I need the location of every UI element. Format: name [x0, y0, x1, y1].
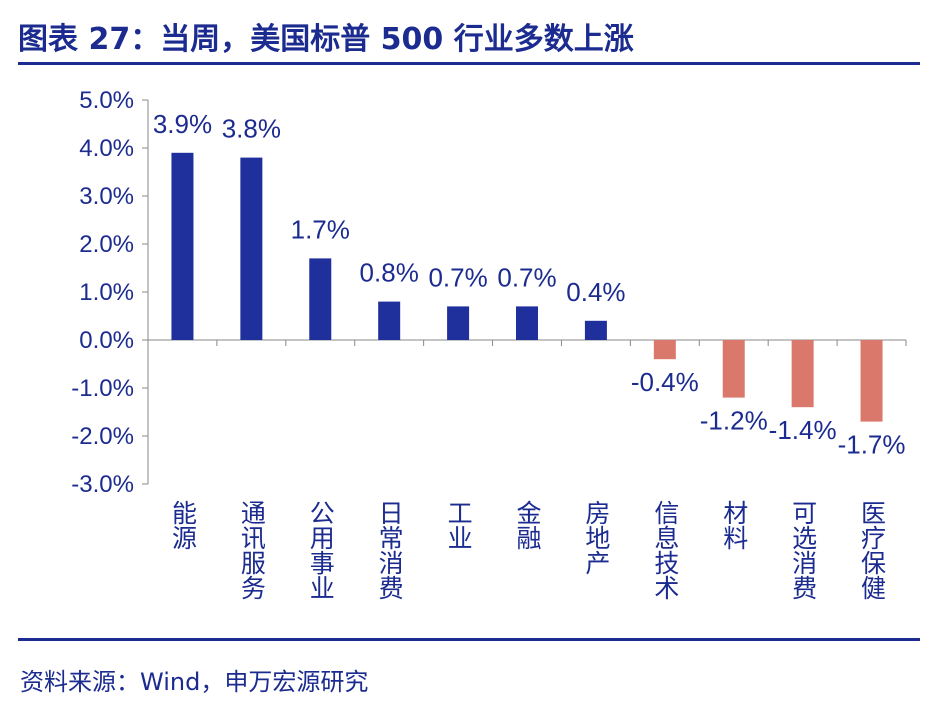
- y-tick-label: 5.0%: [79, 87, 134, 114]
- title-rule: [18, 62, 920, 65]
- category-label: 可选消费: [788, 500, 818, 600]
- data-label: 0.8%: [360, 258, 419, 288]
- y-tick-label: 2.0%: [79, 231, 134, 258]
- data-label: 0.4%: [566, 277, 625, 307]
- data-label: -1.2%: [700, 406, 768, 436]
- y-tick-label: 3.0%: [79, 183, 134, 210]
- category-label: 材料: [719, 500, 749, 550]
- data-label: 0.7%: [428, 262, 487, 292]
- bar: [584, 320, 607, 340]
- category-label: 公用事业: [306, 500, 336, 600]
- bar: [722, 340, 745, 398]
- bar: [240, 157, 263, 340]
- category-label: 房地产: [581, 500, 611, 575]
- y-tick-label: -2.0%: [71, 423, 134, 450]
- category-label: 能源: [168, 500, 198, 550]
- y-tick-label: 1.0%: [79, 279, 134, 306]
- bar: [516, 306, 538, 340]
- data-label: 1.7%: [291, 214, 350, 244]
- footer-rule: [18, 638, 920, 641]
- category-label: 日常消费: [375, 500, 405, 600]
- data-label: 3.9%: [153, 109, 212, 139]
- category-label: 信息技术: [650, 500, 680, 600]
- data-label: -1.4%: [769, 415, 837, 445]
- bar: [447, 306, 470, 340]
- category-label: 医疗保健: [857, 500, 887, 600]
- bar: [378, 301, 401, 340]
- y-tick-label: 4.0%: [79, 135, 134, 162]
- bar: [309, 258, 332, 340]
- bar: [860, 340, 883, 422]
- y-tick-label: -3.0%: [71, 471, 134, 498]
- chart-title: 图表 27：当周，美国标普 500 行业多数上涨: [18, 22, 634, 57]
- category-label: 通讯服务: [237, 500, 267, 600]
- data-label: -0.4%: [631, 367, 699, 397]
- category-label: 工业: [444, 500, 474, 550]
- category-label: 金融: [513, 500, 542, 550]
- source-note: 资料来源：Wind，申万宏源研究: [20, 668, 369, 696]
- y-tick-label: -1.0%: [71, 375, 134, 402]
- y-tick-label: 0.0%: [79, 327, 134, 354]
- data-label: -1.7%: [838, 430, 906, 460]
- data-label: 3.8%: [222, 114, 281, 144]
- bar: [653, 340, 676, 360]
- bar: [171, 152, 194, 340]
- bar: [791, 340, 814, 408]
- data-label: 0.7%: [497, 262, 556, 292]
